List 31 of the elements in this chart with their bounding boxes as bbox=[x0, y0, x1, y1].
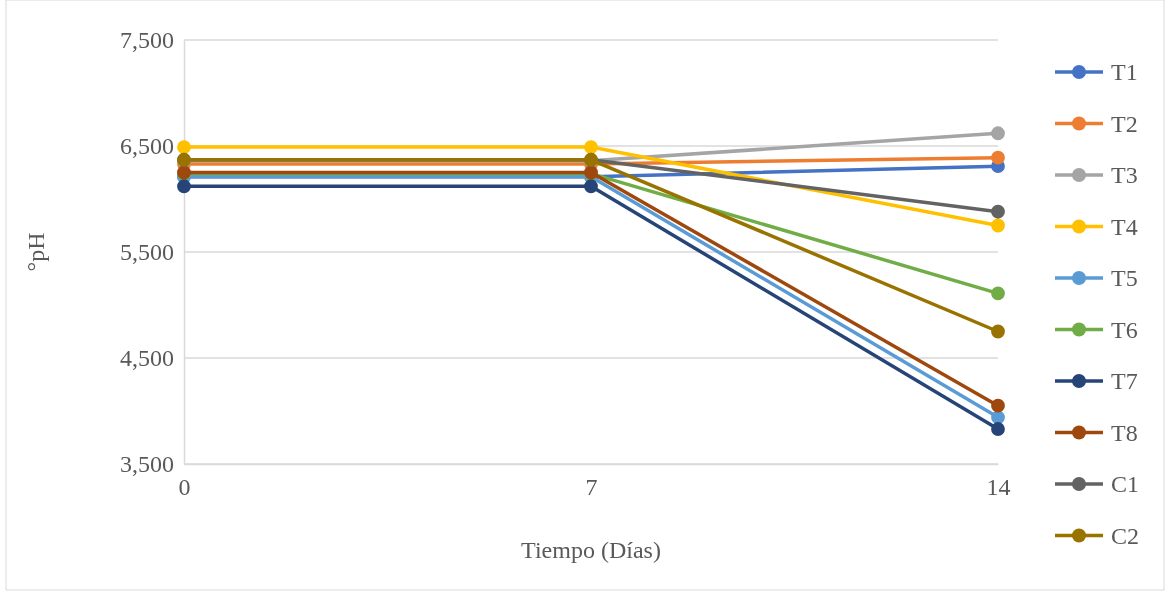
x-tick-label: 14 bbox=[986, 474, 1011, 501]
x-tick-label: 7 bbox=[585, 474, 598, 501]
point bbox=[584, 140, 598, 154]
point bbox=[991, 398, 1005, 413]
y-tick-label: 5,500 bbox=[120, 239, 174, 266]
point bbox=[177, 179, 191, 194]
point bbox=[991, 286, 1005, 301]
y-tick-label: 3,500 bbox=[120, 451, 174, 478]
point bbox=[991, 126, 1005, 141]
point bbox=[991, 218, 1005, 233]
legend-label: T7 bbox=[1111, 368, 1138, 394]
point bbox=[991, 204, 1005, 219]
legend-label: T6 bbox=[1111, 316, 1138, 343]
x-tick-label: 0 bbox=[178, 474, 191, 501]
y-tick-label: 7,500 bbox=[120, 27, 174, 54]
y-axis-title: °pH bbox=[23, 232, 49, 272]
legend-label: T2 bbox=[1111, 110, 1138, 137]
legend-label: T5 bbox=[1111, 265, 1138, 291]
y-tick-label: 6,500 bbox=[120, 133, 174, 160]
legend-label: T3 bbox=[1111, 162, 1138, 188]
legend-label: C2 bbox=[1111, 522, 1140, 549]
legend-label: T8 bbox=[1111, 419, 1138, 446]
point bbox=[991, 422, 1005, 436]
point bbox=[991, 324, 1005, 339]
x-axis-title: Tiempo (Días) bbox=[521, 537, 661, 563]
legend-label: T4 bbox=[1111, 213, 1138, 240]
y-tick-label: 4,500 bbox=[120, 345, 174, 372]
point bbox=[177, 140, 191, 154]
legend-label: T1 bbox=[1111, 59, 1138, 85]
legend-label: C1 bbox=[1111, 471, 1140, 497]
point bbox=[991, 150, 1005, 165]
